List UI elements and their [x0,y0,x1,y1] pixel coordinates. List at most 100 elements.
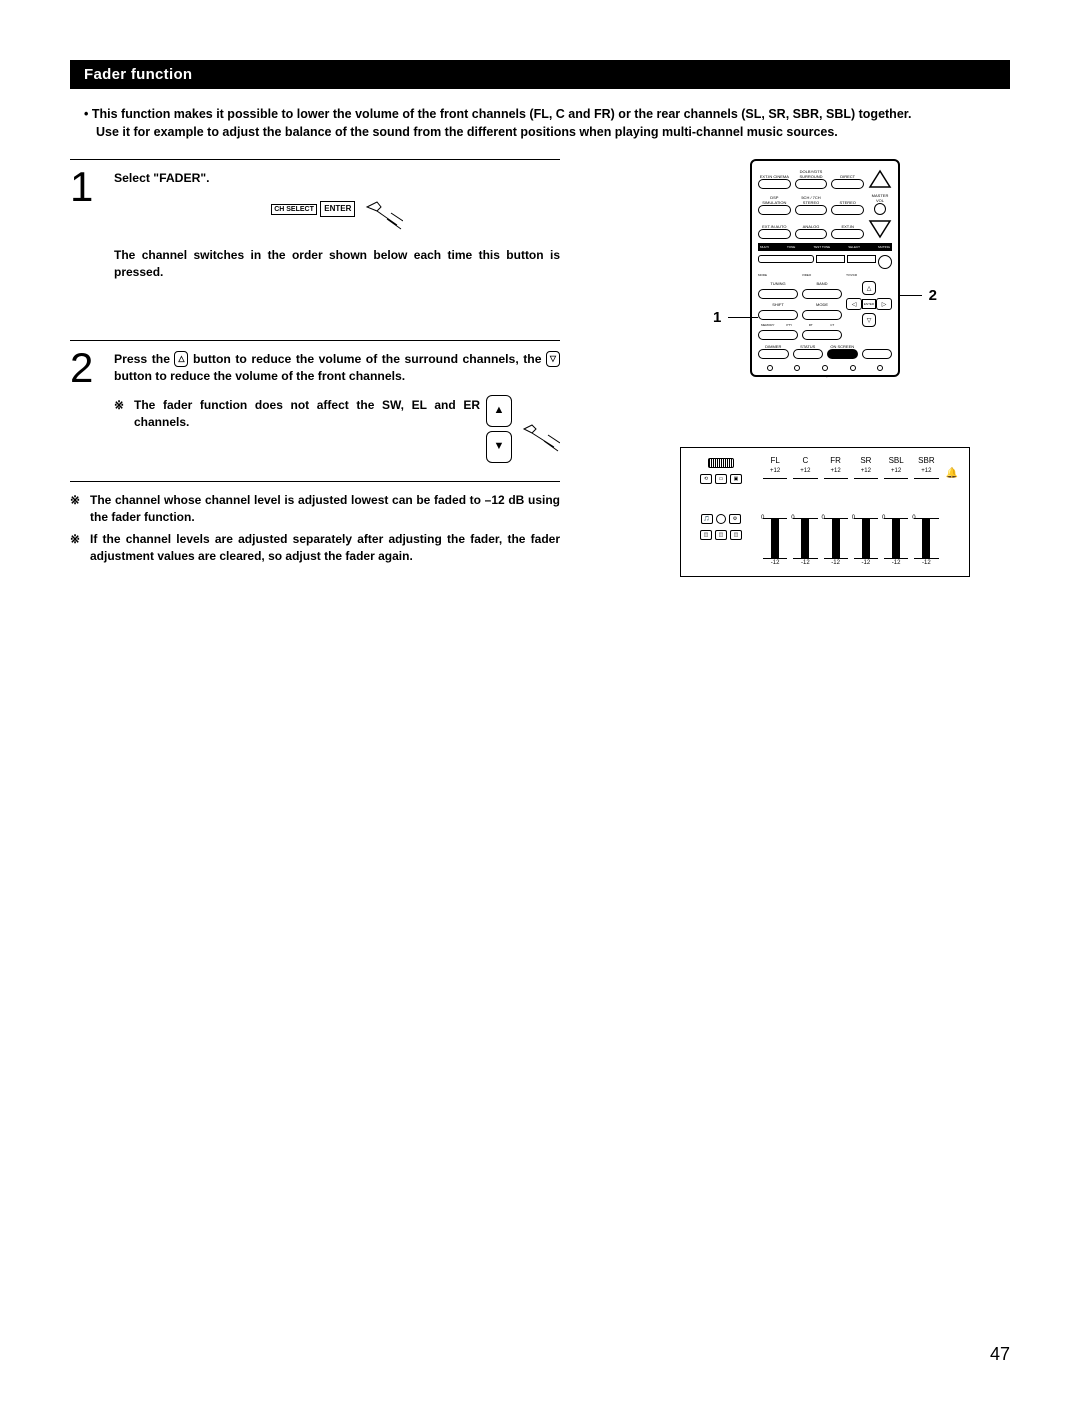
down-button-icon: ▼ [486,431,512,463]
r-lbl: BAND [802,281,842,286]
callout-1: 1 [713,309,721,326]
up-arrow-icon: △ [174,351,188,367]
r-lbl: SYSTEM SETUP [762,375,781,378]
chart-channel-label: C [802,456,808,468]
page-number: 47 [990,1344,1010,1365]
chart-column: SBR+120-12 [914,456,938,570]
step-2-text-b: button to reduce the volume of the surro… [188,352,546,366]
up-button-icon: ▲ [486,395,512,427]
mini-icon: ▭ [715,474,727,484]
chart-bar-wrap: 0 [824,478,848,558]
dpad-down-icon: ▽ [862,313,876,327]
vol-up-icon [868,169,892,189]
r-lbl: TUNING [758,281,798,286]
remote-dpad: △ ▽ ◁ ▷ ENTER [846,281,892,327]
remote-black-row: MULTITONETEST TONESELECTMUTING [758,243,892,251]
r-lbl: CT [823,323,843,327]
r-lbl: VIDEO [802,273,811,277]
intro-line-2: Use it for example to adjust the balance… [96,123,838,141]
chart-mid-scale: 0 [852,515,855,521]
chart-top-scale: +12 [891,468,901,478]
chart-bar [922,518,930,558]
chart-bar [892,518,900,558]
up-down-figure: ▲ ▼ [486,395,560,463]
r-lbl: DSP SIMULATION [758,195,791,205]
chart-column: FL+120-12 [763,456,787,570]
dpad-enter: ENTER [862,299,876,309]
chart-top-scale: +12 [770,468,780,478]
chart-bot-scale: -12 [771,560,780,570]
chart-column: C+120 -12 [793,456,817,570]
chart-top-scale: +12 [831,468,841,478]
r-lbl: EXT.IN AUTO [758,224,791,229]
r-lbl: MODE [802,302,842,307]
chart-bar [832,518,840,558]
intro-line-1: This function makes it possible to lower… [92,107,912,121]
chart-bar-wrap: 0 [793,478,817,558]
chart-mid-scale: 0 [761,515,764,521]
hand-icon-2 [520,423,560,463]
chart-column: SBL+12 0 -12 [884,456,908,570]
r-lbl: DOLBY/DTS SURROUND [795,169,828,179]
chart-bar-wrap: 0 [763,478,787,558]
section-title: Fader function [70,60,1010,89]
chart-bell-column: 🔔 [945,456,960,570]
r-lbl: EXT.IN CINEMA [758,174,791,179]
chart-bar-wrap: 0 [884,478,908,558]
note-2-symbol: ※ [70,531,84,565]
chart-bar-wrap: 0 [854,478,878,558]
mini-icon: ◫ [715,530,727,540]
bell-icon: 🔔 [946,468,958,479]
intro-text: • This function makes it possible to low… [84,105,1010,141]
chart-channel-label: SR [860,456,871,468]
chart-bot-scale: -12 [801,560,810,570]
mini-icon: 🎵 [701,514,713,524]
chart-top-scale: +12 [861,468,871,478]
chart-bot-scale: -12 [892,560,901,570]
step-1: 1 Select "FADER". CH SELECT ENTER [70,159,560,279]
r-lbl: 5CH / 7CH STEREO [795,195,828,205]
chart-mid-scale: 0 [822,515,825,521]
mini-icon: ◫ [700,530,712,540]
step-2-number: 2 [70,347,100,463]
r-lbl: ROOM EQ [815,375,827,378]
r-lbl: SURR.PARA SETUP [864,375,887,378]
mini-icon: ▣ [730,474,742,484]
chart-bot-scale: -12 [831,560,840,570]
chart-top-scale: +12 [921,468,931,478]
chart-bot-scale: -12 [862,560,871,570]
chart-top-scale: +12 [800,468,810,478]
chart-bar-wrap: 0 [914,478,938,558]
step-1-body: The channel switches in the order shown … [114,247,560,279]
chart-bars: FL+120-12C+120-12FR+120-12SR+120-12SBL+1… [763,456,959,570]
ch-select-button-label: CH SELECT [271,204,317,215]
mini-icon: ⟲ [700,474,712,484]
note-symbol: ※ [114,397,128,431]
mini-icon: ◫ [730,530,742,540]
vol-down-icon [868,219,892,239]
r-lbl: MEMORY [758,323,778,327]
r-lbl: RT [801,323,821,327]
channel-level-chart: ⟲ ▭ ▣ 🎵 ⚙ ◫ ◫ ◫ [680,447,970,577]
chart-column: SR+12 0 -12 [854,456,878,570]
mini-icon: ⚙ [729,514,741,524]
r-lbl: PTY [780,323,800,327]
chart-channel-label: FR [830,456,841,468]
step-2-note: The fader function does not affect the S… [134,397,480,431]
hand-icon [359,199,403,233]
mini-icon [716,514,726,524]
note-2-text: If the channel levels are adjusted separ… [90,531,560,565]
dpad-right-icon: ▷ [876,298,892,310]
dpad-left-icon: ◁ [846,298,862,310]
r-lbl: SHIFT [758,302,798,307]
r-lbl: TV/VCR [846,273,857,277]
chart-mid-scale: 0 [882,515,885,521]
enter-button-label: ENTER [320,201,355,216]
chart-channel-label: SBL [889,456,904,468]
r-lbl: T.TONE [794,375,803,378]
remote-diagram: 1 2 EXT.IN CINEMA DOLBY/DTS SURROUND DIR… [731,159,919,377]
av-port-icon [708,458,734,468]
down-arrow-icon: ▽ [546,351,560,367]
chart-channel-label: SBR [918,456,934,468]
r-lbl: MASTER VOL [868,193,892,203]
